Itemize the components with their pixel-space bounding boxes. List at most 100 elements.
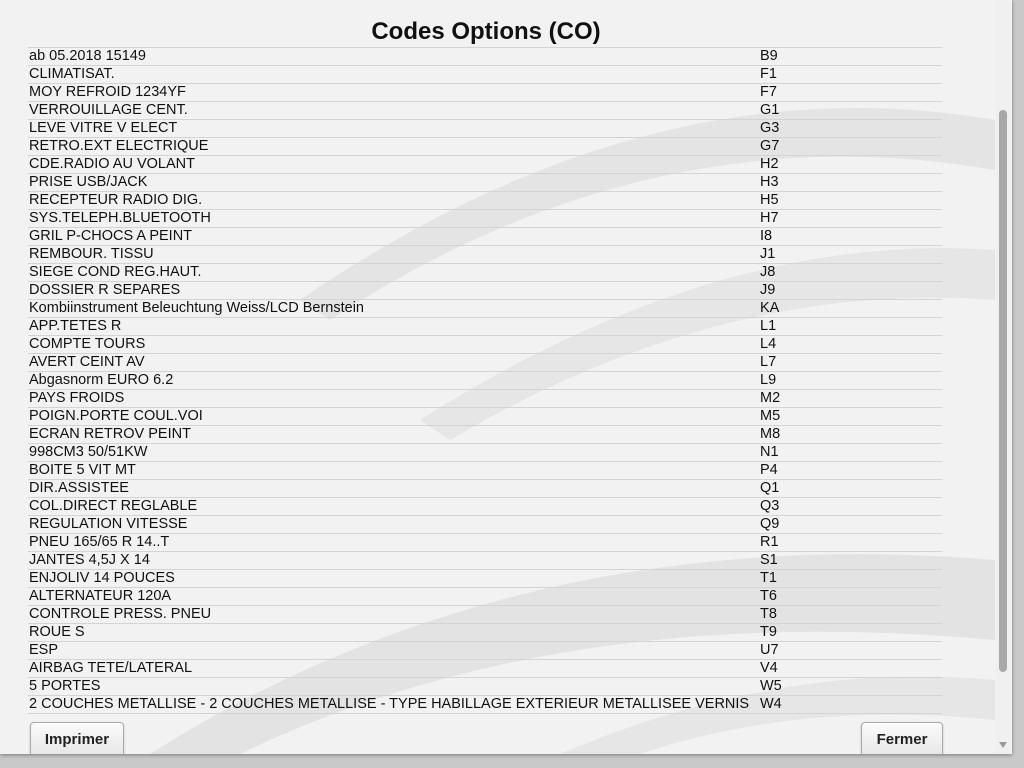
table-row: 998CM3 50/51KW N1 — [28, 444, 942, 462]
table-row: POIGN.PORTE COUL.VOI M5 — [28, 408, 942, 426]
option-name: DOSSIER R SEPARES — [29, 282, 181, 298]
option-name: APP.TETES R — [29, 318, 122, 334]
option-name: PAYS FROIDS — [29, 390, 125, 406]
option-name: ROUE S — [29, 624, 85, 640]
option-code: N1 — [760, 444, 779, 460]
option-name: 998CM3 50/51KW — [29, 444, 148, 460]
option-code: H5 — [760, 192, 779, 208]
table-row: SYS.TELEPH.BLUETOOTH H7 — [28, 210, 942, 228]
table-row: PRISE USB/JACK H3 — [28, 174, 942, 192]
option-name: 2 COUCHES METALLISE - 2 COUCHES METALLIS… — [29, 696, 750, 712]
table-row: PAYS FROIDS M2 — [28, 390, 942, 408]
scrollbar[interactable] — [995, 0, 1012, 754]
table-row: AIRBAG TETE/LATERAL V4 — [28, 660, 942, 678]
table-row: ALTERNATEUR 120A T6 — [28, 588, 942, 606]
table-row: DIR.ASSISTEE Q1 — [28, 480, 942, 498]
option-code: W4 — [760, 696, 782, 712]
option-name: VERROUILLAGE CENT. — [29, 102, 188, 118]
table-row: PNEU 165/65 R 14..T R1 — [28, 534, 942, 552]
table-row: 2 COUCHES METALLISE - 2 COUCHES METALLIS… — [28, 696, 942, 714]
table-row: REMBOUR. TISSU J1 — [28, 246, 942, 264]
option-code: T6 — [760, 588, 777, 604]
option-code: P4 — [760, 462, 778, 478]
table-row: ab 05.2018 15149 B9 — [28, 48, 942, 66]
option-code: G3 — [760, 120, 780, 136]
option-name: ab 05.2018 15149 — [29, 48, 146, 64]
option-code: H3 — [760, 174, 779, 190]
option-code: L4 — [760, 336, 777, 352]
option-code: J9 — [760, 282, 776, 298]
option-name: SIEGE COND REG.HAUT. — [29, 264, 202, 280]
option-code: U7 — [760, 642, 779, 658]
option-code: T8 — [760, 606, 777, 622]
table-row: 5 PORTES W5 — [28, 678, 942, 696]
table-row: CDE.RADIO AU VOLANT H2 — [28, 156, 942, 174]
option-name: 5 PORTES — [29, 678, 101, 694]
option-code: S1 — [760, 552, 778, 568]
option-code: W5 — [760, 678, 782, 694]
table-row: Abgasnorm EURO 6.2 L9 — [28, 372, 942, 390]
option-name: PRISE USB/JACK — [29, 174, 148, 190]
option-code: Q3 — [760, 498, 780, 514]
option-code: F7 — [760, 84, 777, 100]
option-name: REMBOUR. TISSU — [29, 246, 154, 262]
option-code: F1 — [760, 66, 777, 82]
option-name: RETRO.EXT ELECTRIQUE — [29, 138, 209, 154]
option-name: RECEPTEUR RADIO DIG. — [29, 192, 203, 208]
option-code: H7 — [760, 210, 779, 226]
option-name: DIR.ASSISTEE — [29, 480, 129, 496]
scroll-down-arrow[interactable] — [999, 742, 1007, 748]
option-code: L7 — [760, 354, 777, 370]
table-row: Kombiinstrument Beleuchtung Weiss/LCD Be… — [28, 300, 942, 318]
table-row: AVERT CEINT AV L7 — [28, 354, 942, 372]
option-name: GRIL P-CHOCS A PEINT — [29, 228, 193, 244]
table-row: RECEPTEUR RADIO DIG. H5 — [28, 192, 942, 210]
option-code: T1 — [760, 570, 777, 586]
option-name: LEVE VITRE V ELECT — [29, 120, 178, 136]
option-code: M2 — [760, 390, 781, 406]
table-row: JANTES 4,5J X 14 S1 — [28, 552, 942, 570]
option-name: PNEU 165/65 R 14..T — [29, 534, 170, 550]
option-code: B9 — [760, 48, 778, 64]
options-table: ab 05.2018 15149 B9 CLIMATISAT. F1 MOY REFRO… — [28, 47, 942, 714]
option-code: R1 — [760, 534, 779, 550]
option-code: V4 — [760, 660, 778, 676]
table-row: MOY REFROID 1234YF F7 — [28, 84, 942, 102]
option-code: M5 — [760, 408, 781, 424]
print-button[interactable]: Imprimer — [30, 722, 124, 754]
option-code: L9 — [760, 372, 777, 388]
option-name: ALTERNATEUR 120A — [29, 588, 172, 604]
table-row: CLIMATISAT. F1 — [28, 66, 942, 84]
option-code: Q1 — [760, 480, 780, 496]
table-row: CONTROLE PRESS. PNEU T8 — [28, 606, 942, 624]
table-row: GRIL P-CHOCS A PEINT I8 — [28, 228, 942, 246]
table-row: REGULATION VITESSE Q9 — [28, 516, 942, 534]
close-button[interactable]: Fermer — [861, 722, 943, 754]
option-code: KA — [760, 300, 780, 316]
option-code: T9 — [760, 624, 777, 640]
table-row: APP.TETES R L1 — [28, 318, 942, 336]
option-code: M8 — [760, 426, 781, 442]
option-name: Abgasnorm EURO 6.2 — [29, 372, 174, 388]
option-name: CLIMATISAT. — [29, 66, 115, 82]
option-name: BOITE 5 VIT MT — [29, 462, 136, 478]
table-row: BOITE 5 VIT MT P4 — [28, 462, 942, 480]
dialog-title: Codes Options (CO) — [371, 18, 601, 45]
option-code: G7 — [760, 138, 780, 154]
table-row: DOSSIER R SEPARES J9 — [28, 282, 942, 300]
scrollbar-thumb[interactable] — [999, 110, 1007, 672]
option-name: CDE.RADIO AU VOLANT — [29, 156, 195, 172]
option-name: REGULATION VITESSE — [29, 516, 188, 532]
option-name: POIGN.PORTE COUL.VOI — [29, 408, 203, 424]
table-row: ENJOLIV 14 POUCES T1 — [28, 570, 942, 588]
option-name: AIRBAG TETE/LATERAL — [29, 660, 193, 676]
table-row: ROUE S T9 — [28, 624, 942, 642]
option-code: I8 — [760, 228, 773, 244]
table-row: VERROUILLAGE CENT. G1 — [28, 102, 942, 120]
option-name: CONTROLE PRESS. PNEU — [29, 606, 212, 622]
table-row: ECRAN RETROV PEINT M8 — [28, 426, 942, 444]
option-name: SYS.TELEPH.BLUETOOTH — [29, 210, 211, 226]
table-row: SIEGE COND REG.HAUT. J8 — [28, 264, 942, 282]
option-name: ECRAN RETROV PEINT — [29, 426, 191, 442]
option-name: JANTES 4,5J X 14 — [29, 552, 150, 568]
